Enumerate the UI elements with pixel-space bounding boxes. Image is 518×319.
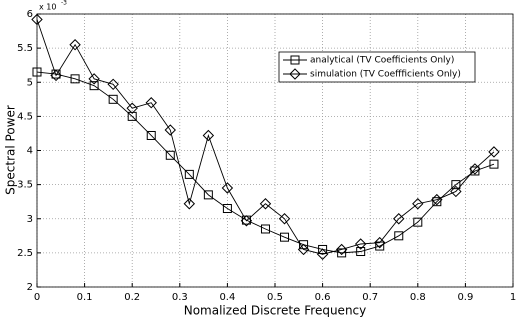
x-tick-label: 0.1 bbox=[77, 292, 93, 303]
x-tick-label: 0.8 bbox=[410, 292, 426, 303]
data-point bbox=[89, 81, 99, 91]
y-multiplier-exponent: -3 bbox=[61, 0, 67, 7]
y-tick-label: 4 bbox=[27, 146, 33, 157]
x-tick-label: 0.7 bbox=[362, 292, 378, 303]
series-line bbox=[36, 19, 495, 255]
x-tick-label: 1 bbox=[510, 292, 516, 303]
legend-marker bbox=[290, 55, 300, 65]
y-tick-label: 2 bbox=[27, 282, 33, 293]
data-point bbox=[183, 198, 196, 210]
y-tick-label: 5.5 bbox=[17, 43, 33, 54]
legend-label: simulation (TV Coeffficients Only) bbox=[310, 70, 461, 80]
data-point bbox=[394, 231, 404, 241]
y-tick-label: 4.5 bbox=[17, 111, 33, 122]
data-point bbox=[260, 224, 270, 234]
data-point bbox=[316, 248, 329, 260]
data-point bbox=[413, 217, 423, 227]
data-point bbox=[165, 150, 175, 160]
y-tick-label: 3 bbox=[27, 214, 33, 225]
data-point bbox=[354, 238, 367, 250]
data-point bbox=[374, 236, 386, 249]
data-point bbox=[32, 67, 42, 77]
data-point bbox=[240, 215, 253, 227]
data-point bbox=[126, 102, 138, 114]
y-axis-label: Spectral Power bbox=[4, 105, 18, 195]
y-multiplier: x 10 bbox=[39, 3, 56, 12]
data-point bbox=[432, 197, 442, 207]
x-axis-label: Nomalized Discrete Frequency bbox=[184, 304, 367, 318]
data-point bbox=[164, 124, 176, 136]
legend-marker bbox=[289, 68, 301, 80]
data-point bbox=[259, 198, 272, 210]
data-point bbox=[489, 159, 499, 169]
data-point bbox=[469, 163, 481, 175]
x-tick-label: 0.4 bbox=[219, 292, 235, 303]
x-tick-label: 0.5 bbox=[267, 292, 283, 303]
y-tick-label: 3.5 bbox=[17, 180, 33, 191]
data-point bbox=[356, 247, 366, 257]
x-tick-label: 0 bbox=[34, 292, 40, 303]
data-point bbox=[451, 180, 461, 190]
legend-box bbox=[278, 51, 476, 83]
data-point bbox=[431, 193, 443, 206]
data-point bbox=[146, 130, 156, 140]
data-point bbox=[488, 146, 500, 158]
data-point bbox=[470, 166, 480, 176]
data-point bbox=[297, 243, 310, 256]
plot-frame bbox=[36, 13, 514, 288]
x-tick-label: 0.9 bbox=[457, 292, 473, 303]
x-tick-label: 0.2 bbox=[124, 292, 140, 303]
data-point bbox=[450, 185, 462, 198]
data-point bbox=[318, 244, 328, 254]
data-point bbox=[337, 248, 347, 258]
data-point bbox=[222, 204, 232, 214]
data-point bbox=[108, 94, 118, 104]
legend-label: analytical (TV Coefficients Only) bbox=[310, 56, 454, 66]
data-point bbox=[278, 213, 291, 225]
data-point bbox=[221, 182, 234, 194]
y-tick-label: 2.5 bbox=[17, 248, 33, 259]
y-tick-label: 6 bbox=[27, 9, 33, 20]
data-point bbox=[145, 97, 157, 109]
data-point bbox=[393, 213, 405, 225]
data-point bbox=[184, 169, 194, 179]
series-line bbox=[36, 71, 495, 254]
data-point bbox=[412, 198, 424, 210]
data-point bbox=[107, 78, 119, 91]
x-tick-label: 0.3 bbox=[172, 292, 188, 303]
x-tick-label: 0.6 bbox=[315, 292, 331, 303]
data-point bbox=[127, 111, 137, 121]
data-point bbox=[70, 74, 80, 84]
data-point bbox=[203, 190, 213, 200]
data-point bbox=[50, 69, 62, 82]
data-point bbox=[88, 73, 100, 85]
data-point bbox=[335, 243, 348, 256]
data-point bbox=[69, 39, 81, 51]
data-point bbox=[202, 129, 215, 142]
y-tick-label: 5 bbox=[27, 77, 33, 88]
data-point bbox=[280, 232, 290, 242]
data-point bbox=[31, 13, 43, 26]
